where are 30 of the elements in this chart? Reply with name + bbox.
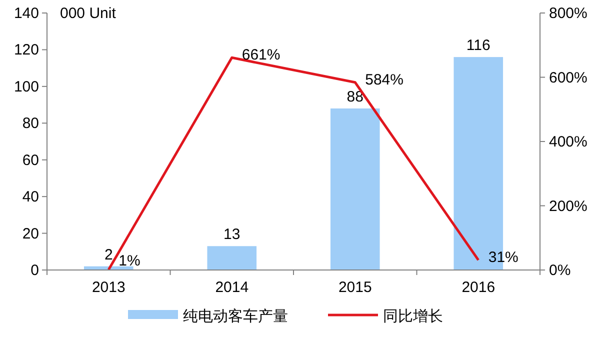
bar [330,108,380,270]
x-tick-label: 2014 [215,279,249,296]
legend-label: 同比增长 [383,308,443,325]
y2-tick-label: 400% [549,134,588,150]
data-label: 116 [466,37,490,54]
y-axis-title: 000 Unit [60,5,117,22]
bar [207,246,257,270]
data-label: 88 [346,88,364,106]
x-tick-label: 2015 [338,279,372,296]
y-tick-label: 120 [14,42,39,59]
y-tick-label: 40 [22,188,39,206]
legend-label: 纯电动客车产量 [183,308,288,325]
x-tick-label: 2013 [92,279,126,296]
y2-tick-label: 200% [549,198,588,215]
y2-tick-label: 0% [549,262,571,279]
y-tick-label: 80 [22,115,39,132]
y-tick-label: 60 [22,152,39,169]
data-label: 1% [118,252,140,270]
y2-tick-label: 600% [549,69,588,86]
y-tick-label: 20 [22,225,39,242]
data-label: 584% [365,71,404,88]
x-tick-label: 2016 [462,279,496,296]
data-label: 661% [242,46,280,64]
y-tick-label: 0 [30,262,39,279]
y-tick-label: 140 [14,5,39,22]
data-label: 2 [104,246,113,264]
y-tick-label: 100 [14,78,39,96]
y2-tick-label: 800% [549,5,588,22]
data-label: 13 [224,226,240,244]
data-label: 31% [488,249,518,266]
